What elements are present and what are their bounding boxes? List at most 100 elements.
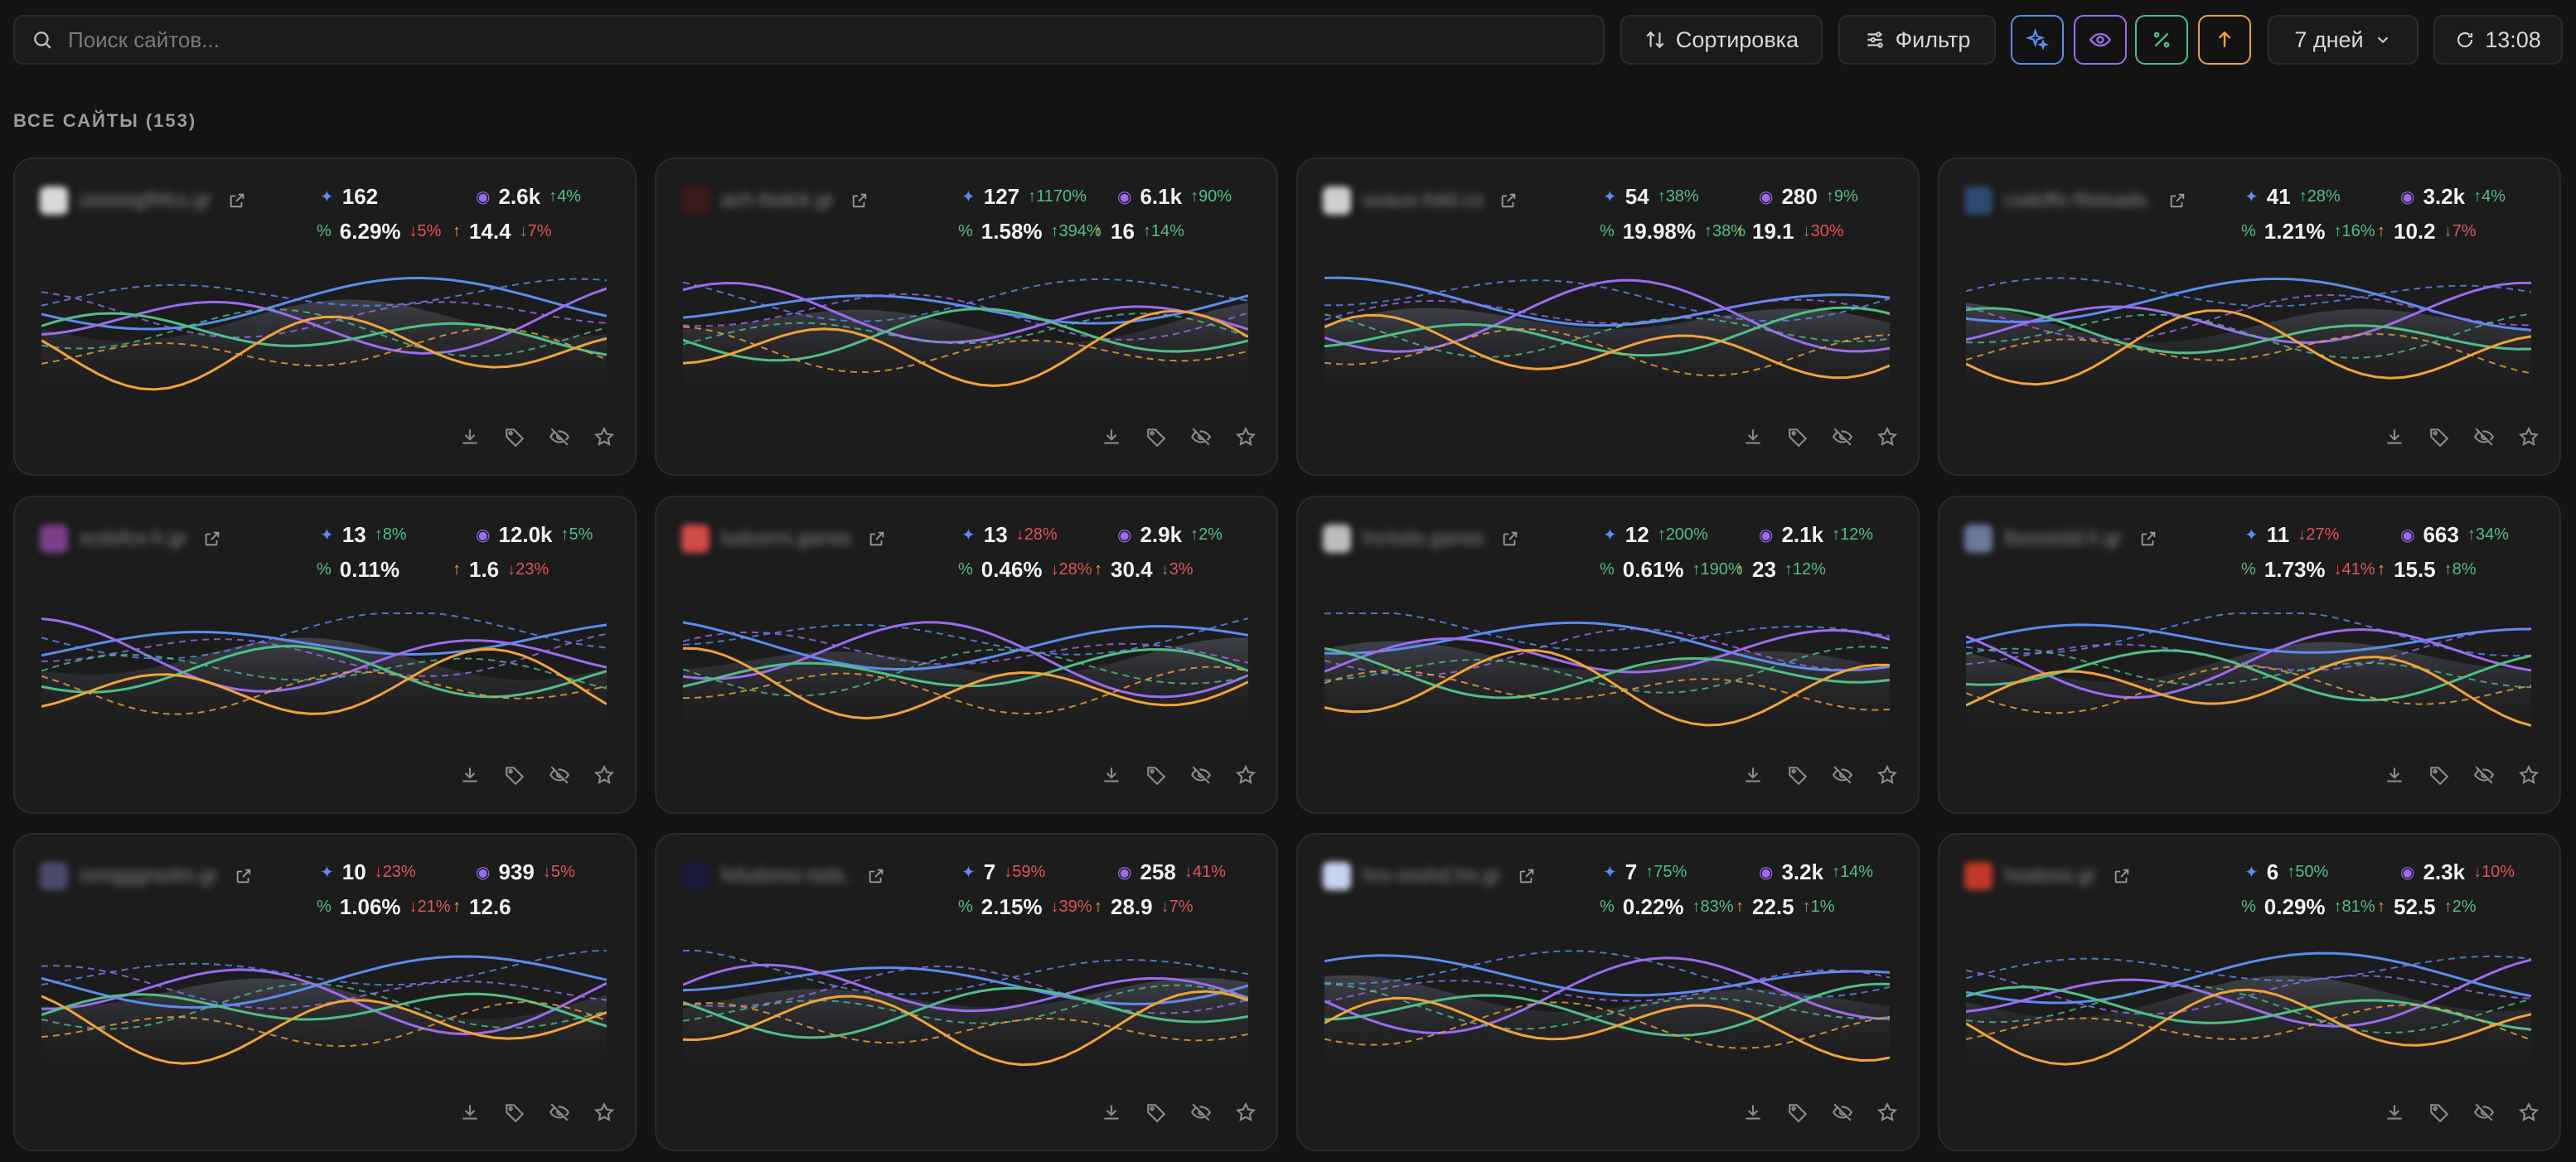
site-link[interactable]: fsfudsmo-tsds. (681, 859, 885, 893)
site-card[interactable]: onngggrsolm.gr ✦ 10 ↓23% ◉ 939 ↓5%% 1.06% ↓21% ↑ 1… (13, 833, 637, 1151)
external-link-icon[interactable] (2113, 867, 2131, 885)
sort-button[interactable]: Сортировка (1620, 15, 1823, 65)
external-link-icon[interactable] (203, 530, 221, 548)
tag-icon[interactable] (1787, 1101, 1809, 1123)
tag-icon[interactable] (1145, 764, 1167, 786)
eye-off-icon[interactable] (1832, 426, 1853, 448)
filter-button[interactable]: Фильтр (1838, 15, 1996, 65)
download-icon[interactable] (1742, 426, 1764, 448)
eye-off-icon[interactable] (549, 764, 570, 786)
download-icon[interactable] (1101, 426, 1122, 448)
tag-icon[interactable] (1787, 764, 1809, 786)
site-link[interactable]: csdoffo-filstsads. (1964, 184, 2186, 217)
star-icon[interactable] (593, 764, 615, 786)
site-link[interactable]: ludcorrs.ganas (681, 522, 886, 555)
toggle-arrow-up[interactable] (2198, 15, 2251, 65)
star-icon[interactable] (1876, 764, 1898, 786)
toggle-percent[interactable] (2135, 15, 2188, 65)
external-link-icon[interactable] (2139, 530, 2157, 548)
eye-off-icon[interactable] (2473, 1101, 2495, 1123)
site-card[interactable]: hrs-osshd.hn.gr ✦ 7 ↑75% ◉ 3.2k ↑14%% 0.22% ↑83%… (1296, 833, 1920, 1151)
star-icon[interactable] (593, 426, 615, 448)
site-card[interactable]: ooaus-hdd.co ✦ 54 ↑38% ◉ 280 ↑9%% 19.98% ↑38% ↑ 19… (1296, 157, 1920, 476)
external-link-icon[interactable] (850, 191, 869, 210)
external-link-icon[interactable] (2168, 191, 2186, 210)
external-link-icon[interactable] (228, 191, 246, 210)
external-link-icon[interactable] (235, 867, 253, 885)
external-link-icon[interactable] (1518, 867, 1536, 885)
eye-off-icon[interactable] (2473, 764, 2495, 786)
site-link[interactable]: lboostsld.h.gr (1964, 522, 2157, 555)
download-icon[interactable] (459, 426, 481, 448)
site-link[interactable]: ach-ltsdck.gr (681, 184, 869, 217)
site-link[interactable]: ooooogfhfcs.gr (40, 184, 246, 217)
site-link[interactable]: hrs-osshd.hn.gr (1323, 859, 1536, 893)
metric-m1: ✦ 7 ↑75% (1603, 859, 1687, 885)
tag-icon[interactable] (2428, 426, 2450, 448)
site-link[interactable]: scdsfcs-h.gr (40, 522, 221, 555)
search-box[interactable] (13, 15, 1605, 65)
eye-off-icon[interactable] (549, 1101, 570, 1123)
site-card[interactable]: ach-ltsdck.gr ✦ 127 ↑1170% ◉ 6.1k ↑90%% 1.58% ↑3… (655, 157, 1278, 476)
eye-off-icon[interactable] (549, 426, 570, 448)
star-icon[interactable] (1235, 764, 1257, 786)
tag-icon[interactable] (1787, 426, 1809, 448)
metric-value: 22.5 (1752, 894, 1794, 919)
tag-icon[interactable] (2428, 1101, 2450, 1123)
eye-off-icon[interactable] (2473, 426, 2495, 448)
download-icon[interactable] (2384, 426, 2405, 448)
external-link-icon[interactable] (868, 530, 886, 548)
site-card[interactable]: fsfudsmo-tsds. ✦ 7 ↓59% ◉ 258 ↓41%% 2.15% ↓39% ↑ 2… (655, 833, 1278, 1151)
star-icon[interactable] (1876, 1101, 1898, 1123)
star-icon[interactable] (1235, 1101, 1257, 1123)
refresh-button[interactable]: 13:08 (2433, 15, 2563, 65)
download-icon[interactable] (1742, 764, 1764, 786)
star-icon[interactable] (593, 1101, 615, 1123)
tag-icon[interactable] (2428, 764, 2450, 786)
external-link-icon[interactable] (1501, 530, 1519, 548)
site-card[interactable]: lnclsdo.ganas ✦ 12 ↑200% ◉ 2.1k ↑12%% 0.61% ↑190… (1296, 496, 1920, 814)
trend-chart (1324, 276, 1890, 404)
eye-off-icon[interactable] (1190, 426, 1212, 448)
download-icon[interactable] (1101, 1101, 1122, 1123)
download-icon[interactable] (1101, 764, 1122, 786)
tag-icon[interactable] (504, 764, 525, 786)
star-icon[interactable] (2518, 764, 2540, 786)
download-icon[interactable] (2384, 764, 2405, 786)
tag-icon[interactable] (504, 426, 525, 448)
site-card[interactable]: hoaloss.gr ✦ 6 ↑50% ◉ 2.3k ↓10%% 0.29% ↑81% ↑ 52.5… (1938, 833, 2561, 1151)
toggle-eye[interactable] (2074, 15, 2127, 65)
tag-icon[interactable] (1145, 426, 1167, 448)
site-link[interactable]: ooaus-hdd.co (1323, 184, 1518, 217)
toggle-sparkle[interactable] (2011, 15, 2064, 65)
period-select[interactable]: 7 дней (2268, 15, 2419, 65)
download-icon[interactable] (1742, 1101, 1764, 1123)
site-card[interactable]: scdsfcs-h.gr ✦ 13 ↑8% ◉ 12.0k ↑5%% 0.11% ↑ 1.6 ↓23… (13, 496, 637, 814)
star-icon[interactable] (2518, 426, 2540, 448)
star-icon[interactable] (1876, 426, 1898, 448)
site-link[interactable]: onngggrsolm.gr (40, 859, 253, 893)
download-icon[interactable] (2384, 1101, 2405, 1123)
eye-off-icon[interactable] (1832, 764, 1853, 786)
tag-icon[interactable] (504, 1101, 525, 1123)
search-input[interactable] (66, 26, 1562, 54)
tag-icon[interactable] (1145, 1101, 1167, 1123)
site-link[interactable]: hoaloss.gr (1964, 859, 2131, 893)
external-link-icon[interactable] (867, 867, 885, 885)
series-purple (683, 621, 1248, 699)
download-icon[interactable] (459, 1101, 481, 1123)
eye-off-icon[interactable] (1832, 1101, 1853, 1123)
site-card[interactable]: ooooogfhfcs.gr ✦ 162 ◉ 2.6k ↑4%% 6.29% ↓5% ↑ 14.4… (13, 157, 637, 476)
download-icon[interactable] (459, 764, 481, 786)
external-link-icon[interactable] (1499, 191, 1518, 210)
eye-off-icon[interactable] (1190, 1101, 1212, 1123)
site-card[interactable]: lboostsld.h.gr ✦ 11 ↓27% ◉ 663 ↑34%% 1.73% ↓41% ↑… (1938, 496, 2561, 814)
series-orange (1324, 649, 1890, 727)
site-card[interactable]: csdoffo-filstsads. ✦ 41 ↑28% ◉ 3.2k ↑4%% 1.21% ↑… (1938, 157, 2561, 476)
eye-off-icon[interactable] (1190, 764, 1212, 786)
metric-delta: ↑200% (1657, 525, 1708, 544)
star-icon[interactable] (2518, 1101, 2540, 1123)
star-icon[interactable] (1235, 426, 1257, 448)
site-link[interactable]: lnclsdo.ganas (1323, 522, 1519, 555)
site-card[interactable]: ludcorrs.ganas ✦ 13 ↓28% ◉ 2.9k ↑2%% 0.46% ↓28% ↑… (655, 496, 1278, 814)
